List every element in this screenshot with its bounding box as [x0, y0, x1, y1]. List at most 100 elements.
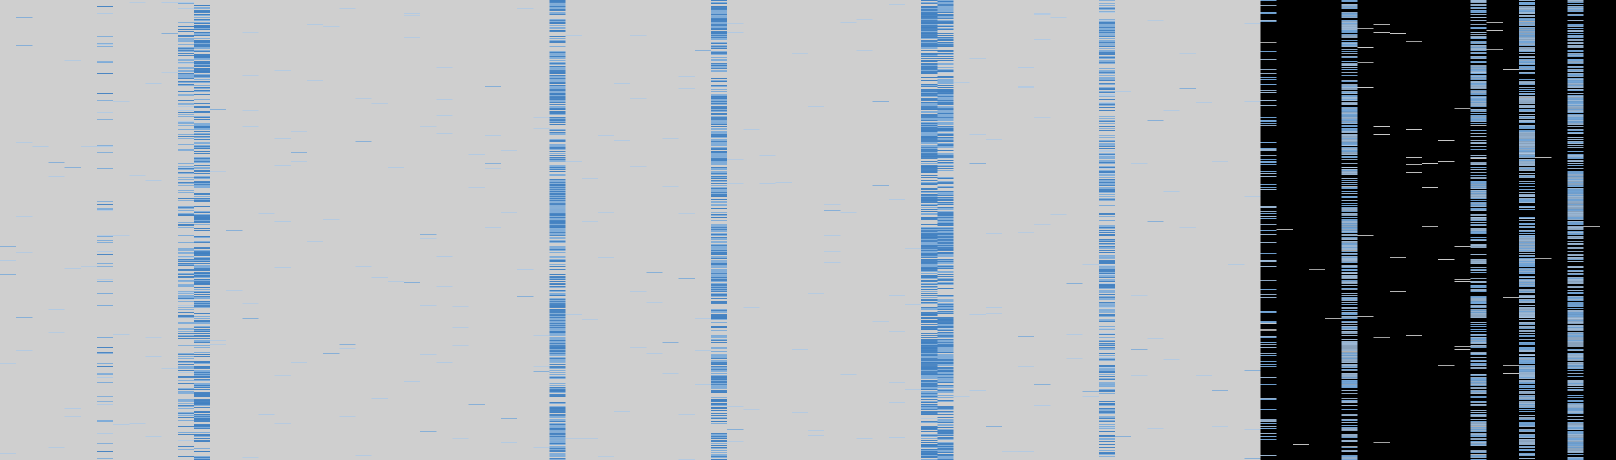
heatmap-cell [921, 109, 938, 110]
heatmap-cell [711, 253, 728, 254]
heatmap-cell [1341, 300, 1358, 301]
heatmap-cell [1098, 194, 1116, 195]
heatmap-cell [1567, 343, 1584, 344]
heatmap-cell [1567, 432, 1584, 433]
heatmap-cell [1567, 157, 1584, 158]
heatmap-cell [985, 313, 1002, 314]
heatmap-cell [549, 425, 566, 426]
heatmap-cell [937, 16, 954, 17]
heatmap-cell [1341, 288, 1358, 289]
heatmap-cell [549, 429, 566, 430]
heatmap-cell [80, 146, 97, 147]
heatmap-cell [711, 54, 728, 55]
heatmap-cell [96, 451, 114, 452]
heatmap-cell [1260, 207, 1277, 208]
heatmap-cell [1470, 445, 1487, 446]
heatmap-cell [1567, 147, 1584, 148]
heatmap-cell [1470, 71, 1487, 72]
heatmap-cell [711, 220, 728, 221]
heatmap-cell [1470, 215, 1487, 216]
heatmap-cell [1519, 246, 1536, 247]
heatmap-cell [1341, 85, 1358, 86]
heatmap-cell [1341, 227, 1358, 228]
heatmap-cell [1470, 428, 1487, 429]
heatmap-cell [937, 72, 954, 73]
heatmap-cell [1098, 161, 1116, 162]
heatmap-cell [1341, 326, 1358, 327]
heatmap-cell [1341, 184, 1358, 185]
heatmap-cell [1341, 32, 1358, 33]
heatmap-cell [549, 221, 566, 222]
heatmap-cell [1519, 49, 1536, 50]
heatmap-cell [1567, 212, 1584, 213]
heatmap-cell [937, 246, 954, 247]
heatmap-cell [1470, 88, 1487, 89]
heatmap-cell [937, 335, 954, 336]
heatmap-cell [937, 112, 954, 113]
heatmap-cell [1567, 406, 1584, 407]
heatmap-cell [549, 299, 566, 300]
heatmap-cell [1098, 272, 1116, 273]
heatmap-cell [1567, 437, 1584, 438]
heatmap-cell [921, 263, 938, 264]
heatmap-cell [549, 223, 566, 224]
heatmap-cell [96, 62, 114, 63]
heatmap-cell [921, 333, 938, 334]
heatmap-cell [193, 292, 211, 293]
heatmap-cell [937, 145, 954, 146]
heatmap-cell [921, 280, 938, 281]
heatmap-cell [1470, 443, 1487, 444]
heatmap-cell [1098, 143, 1116, 144]
heatmap-cell [549, 191, 566, 192]
heatmap-cell [937, 420, 954, 421]
heatmap-cell [193, 296, 211, 297]
heatmap-cell [1098, 417, 1116, 418]
heatmap-cell [193, 211, 211, 212]
heatmap-cell [1341, 415, 1358, 416]
heatmap-cell [711, 86, 728, 87]
heatmap-cell [96, 281, 114, 282]
heatmap-cell [1567, 151, 1584, 152]
heatmap-cell [177, 362, 194, 363]
heatmap-cell [1098, 21, 1116, 22]
heatmap-cell [937, 82, 954, 83]
heatmap-cell [921, 64, 938, 65]
heatmap-cell [1519, 43, 1536, 44]
heatmap-cell [921, 192, 938, 193]
heatmap-cell [1260, 336, 1277, 337]
heatmap-cell [549, 449, 566, 450]
heatmap-cell [694, 318, 712, 319]
heatmap-cell [549, 352, 566, 353]
heatmap-cell [1098, 150, 1116, 151]
heatmap-cell [1567, 322, 1584, 323]
heatmap-cell [549, 113, 566, 114]
heatmap-cell [549, 2, 566, 3]
heatmap-cell [711, 139, 728, 140]
heatmap-cell [937, 130, 954, 131]
heatmap-cell [1567, 108, 1584, 109]
heatmap-cell [937, 259, 954, 260]
heatmap-cell [549, 14, 566, 15]
heatmap-cell [808, 106, 825, 107]
heatmap-cell [921, 9, 938, 10]
heatmap-cell [937, 427, 954, 428]
heatmap-cell [549, 447, 566, 448]
heatmap-cell [355, 266, 372, 267]
heatmap-cell [1341, 361, 1358, 362]
heatmap-cell [1567, 340, 1584, 341]
heatmap-cell [711, 401, 728, 402]
heatmap-cell [921, 363, 938, 364]
heatmap-cell [1567, 366, 1584, 367]
heatmap-cell [193, 162, 211, 163]
heatmap-cell [921, 108, 938, 109]
heatmap-cell [1341, 414, 1358, 415]
heatmap-cell [1341, 121, 1358, 122]
heatmap-cell [1519, 242, 1536, 243]
heatmap-cell [1341, 112, 1358, 113]
heatmap-cell [1098, 57, 1116, 58]
heatmap-cell [937, 266, 954, 267]
heatmap-cell [872, 185, 889, 186]
heatmap-cell [1519, 36, 1536, 37]
heatmap-cell [1098, 418, 1116, 419]
heatmap-cell [1567, 173, 1584, 174]
